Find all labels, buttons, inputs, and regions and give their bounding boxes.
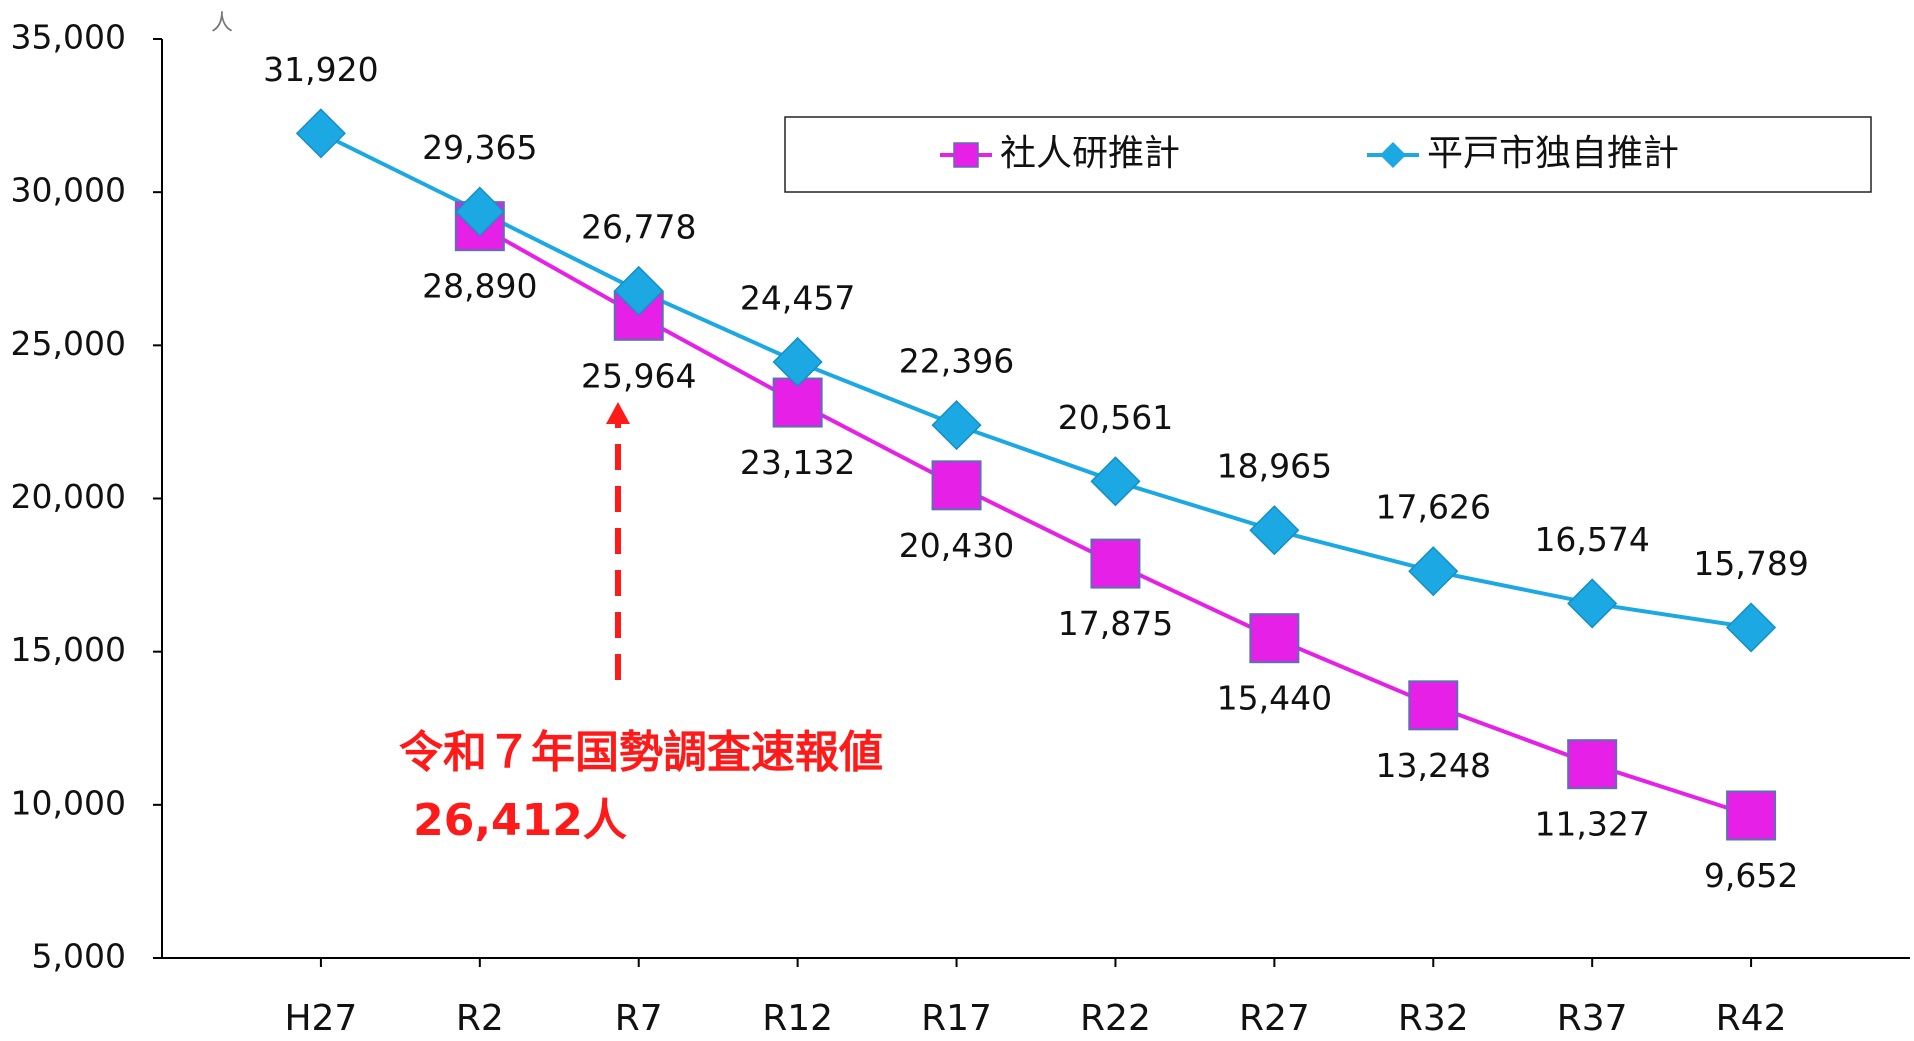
- data-label: 22,396: [899, 342, 1014, 381]
- y-tick-label: 25,000: [11, 324, 126, 363]
- annotation: 26,412人: [413, 795, 627, 846]
- data-label: 20,561: [1058, 398, 1173, 437]
- y-tick-label: 5,000: [32, 937, 126, 976]
- y-unit: 人: [211, 11, 233, 36]
- data-label: 9,652: [1704, 856, 1798, 895]
- data-label: 15,789: [1693, 544, 1808, 583]
- x-tick-label: R32: [1398, 998, 1469, 1039]
- marker: [1567, 578, 1618, 629]
- data-label: 16,574: [1534, 520, 1649, 559]
- marker: [931, 400, 982, 451]
- data-label: 24,457: [740, 278, 855, 317]
- legend-label: 平戸市独自推計: [1427, 133, 1679, 174]
- marker: [1249, 505, 1300, 556]
- x-tick-label: R7: [615, 998, 663, 1039]
- marker: [931, 460, 982, 511]
- data-label: 11,327: [1534, 805, 1649, 844]
- marker: [1726, 602, 1777, 653]
- x-tick-label: R12: [762, 998, 833, 1039]
- data-label: 28,890: [422, 267, 537, 306]
- x-tick-label: R42: [1716, 998, 1787, 1039]
- data-label: 17,875: [1058, 604, 1173, 643]
- marker: [1567, 739, 1618, 790]
- legend-label: 社人研推計: [1000, 133, 1180, 174]
- marker: [1408, 680, 1459, 731]
- marker: [772, 336, 823, 388]
- legend-marker: [1380, 142, 1406, 168]
- data-label: 13,248: [1376, 746, 1491, 785]
- data-label: 29,365: [422, 128, 537, 167]
- x-tick-label: R17: [921, 998, 992, 1039]
- data-label: 23,132: [740, 443, 855, 482]
- data-label: 17,626: [1376, 488, 1491, 527]
- marker: [1408, 546, 1459, 597]
- x-tick-label: R27: [1239, 998, 1310, 1039]
- data-label: 25,964: [581, 356, 696, 395]
- y-tick-label: 35,000: [11, 18, 126, 57]
- data-label: 31,920: [263, 50, 378, 89]
- annotation: 令和７年国勢調査速報値: [399, 727, 883, 778]
- marker: [1249, 613, 1300, 664]
- data-label: 26,778: [581, 207, 696, 246]
- y-tick-label: 10,000: [11, 783, 126, 822]
- marker: [613, 265, 664, 316]
- annotation-arrowhead: [606, 402, 630, 424]
- y-tick-label: 15,000: [11, 630, 126, 669]
- marker: [1726, 790, 1777, 841]
- x-tick-label: H27: [284, 998, 357, 1039]
- marker: [1090, 538, 1141, 589]
- x-tick-label: R2: [456, 998, 504, 1039]
- legend-marker: [953, 142, 979, 168]
- y-tick-label: 20,000: [11, 477, 126, 516]
- marker: [1090, 456, 1141, 507]
- marker: [454, 186, 505, 237]
- series-line: [320, 131, 1752, 630]
- x-tick-label: R22: [1080, 998, 1151, 1039]
- y-tick-label: 30,000: [11, 171, 126, 210]
- data-label: 18,965: [1217, 447, 1332, 486]
- x-tick-label: R37: [1557, 998, 1628, 1039]
- marker: [295, 108, 346, 159]
- data-label: 15,440: [1217, 679, 1332, 718]
- data-label: 20,430: [899, 526, 1014, 565]
